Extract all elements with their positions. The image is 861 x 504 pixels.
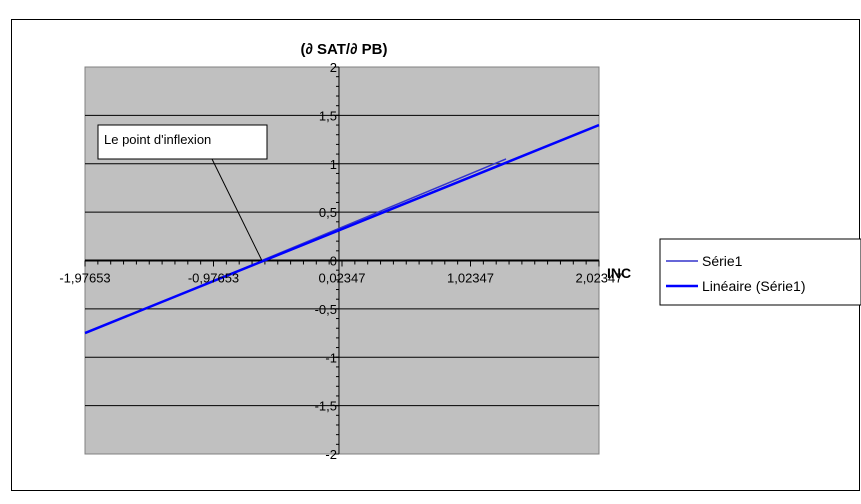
x-tick-label: 0,02347 [319,271,366,286]
annotation: Le point d'inflexion [97,124,268,261]
series-line-2 [84,123,600,335]
x-tick-label: 2,02347 [576,271,623,286]
y-tick-label: 2 [330,60,337,75]
annotation-box [97,124,268,160]
legend: Série1 Linéaire (Série1) [659,238,861,306]
x-tick-label: -0,97653 [188,271,239,286]
legend-box [659,238,861,306]
gridlines [85,114,599,407]
chart-svg: (∂ SAT/∂ PB) Le point d'inflexion 2 1,5 1 0… [59,41,861,462]
x-tick-label: -1,97653 [59,271,110,286]
tick-labels: 2 1,5 1 0,5 0 -0,5 -1 -1,5 -2 -1,97653 -0,97653 0,0… [59,60,622,462]
series-line-1 [261,158,507,262]
y-tick-label: -2 [325,447,337,462]
y-tick-label: 1,5 [319,108,337,123]
chart-frame: (∂ SAT/∂ PB) Le point d'inflexion 2 1,5 1 0… [11,19,861,491]
chart-title: (∂ SAT/∂ PB) [300,41,387,58]
legend-label-1: Série1 [702,253,743,269]
x-tick-label: 1,02347 [447,271,494,286]
series-lines [84,123,600,335]
y-tick-label: -0,5 [315,302,337,317]
y-tick-label: 0 [330,254,337,269]
legend-label-2: Linéaire (Série1) [702,278,806,294]
annotation-text: Le point d'inflexion [104,132,211,147]
x-axis-title: INC [607,265,631,281]
y-tick-label: -1,5 [315,399,337,414]
y-tick-label: 0,5 [319,205,337,220]
y-tick-label: -1 [325,350,337,365]
y-tick-label: 1 [330,157,337,172]
annotation-leader [211,158,263,261]
tick-marks [84,66,600,455]
